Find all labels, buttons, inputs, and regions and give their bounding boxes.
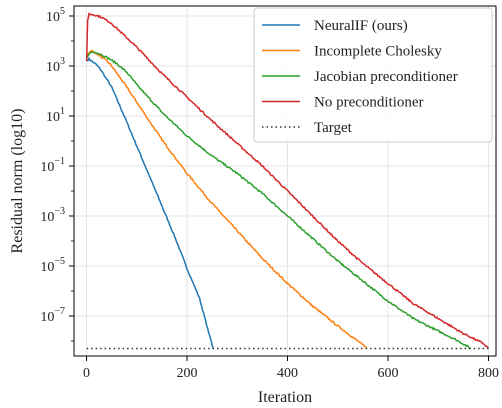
series-line-jacobian-preconditioner bbox=[85, 51, 471, 350]
y-tick-exponent: −7 bbox=[54, 306, 65, 317]
x-axis-title: Iteration bbox=[258, 389, 312, 406]
legend-label: NeuralIF (ours) bbox=[314, 18, 408, 34]
legend-box bbox=[253, 7, 493, 143]
legend-label: Jacobian preconditioner bbox=[314, 69, 458, 85]
y-tick-base: 10 bbox=[40, 310, 54, 325]
y-tick-exponent: −3 bbox=[54, 206, 65, 217]
x-tick-label: 200 bbox=[177, 366, 198, 381]
y-tick-label: 101 bbox=[46, 106, 65, 125]
y-axis-title: Residual norm (log10) bbox=[9, 109, 26, 254]
x-tick-label: 800 bbox=[478, 366, 499, 381]
y-tick-exponent: 5 bbox=[60, 6, 65, 17]
y-tick-base: 10 bbox=[40, 260, 54, 275]
y-tick-label: 103 bbox=[46, 56, 65, 75]
x-tick-label: 400 bbox=[277, 366, 298, 381]
legend: NeuralIF (ours) Incomplete Cholesky Jacobi… bbox=[253, 7, 493, 143]
legend-label: Target bbox=[314, 120, 353, 136]
y-tick-label: 10−7 bbox=[40, 306, 65, 325]
y-tick-label: 10−5 bbox=[40, 256, 65, 275]
y-tick-exponent: 1 bbox=[60, 106, 65, 117]
y-tick-exponent: −5 bbox=[54, 256, 65, 267]
y-tick-exponent: 3 bbox=[60, 56, 65, 67]
x-tick-label: 0 bbox=[83, 366, 90, 381]
y-tick-label: 10−1 bbox=[40, 156, 65, 175]
y-tick-base: 10 bbox=[46, 10, 60, 25]
legend-label: Incomplete Cholesky bbox=[314, 44, 442, 60]
series-line-incomplete-cholesky bbox=[86, 49, 368, 349]
legend-label: No preconditioner bbox=[314, 95, 424, 111]
y-tick-base: 10 bbox=[40, 160, 54, 175]
y-tick-base: 10 bbox=[46, 110, 60, 125]
x-axis-ticks: 0 200 400 600 800 bbox=[83, 356, 499, 381]
x-tick-label: 600 bbox=[377, 366, 398, 381]
y-tick-exponent: −1 bbox=[54, 156, 65, 167]
series-layer bbox=[85, 12, 490, 350]
plot-frame bbox=[73, 5, 497, 357]
y-tick-base: 10 bbox=[46, 60, 60, 75]
y-tick-base: 10 bbox=[40, 210, 54, 225]
y-tick-label: 105 bbox=[46, 6, 65, 25]
series-line-no-preconditioner bbox=[85, 12, 490, 349]
y-tick-label: 10−3 bbox=[40, 206, 65, 225]
series-line-neuralif-ours bbox=[86, 56, 214, 349]
